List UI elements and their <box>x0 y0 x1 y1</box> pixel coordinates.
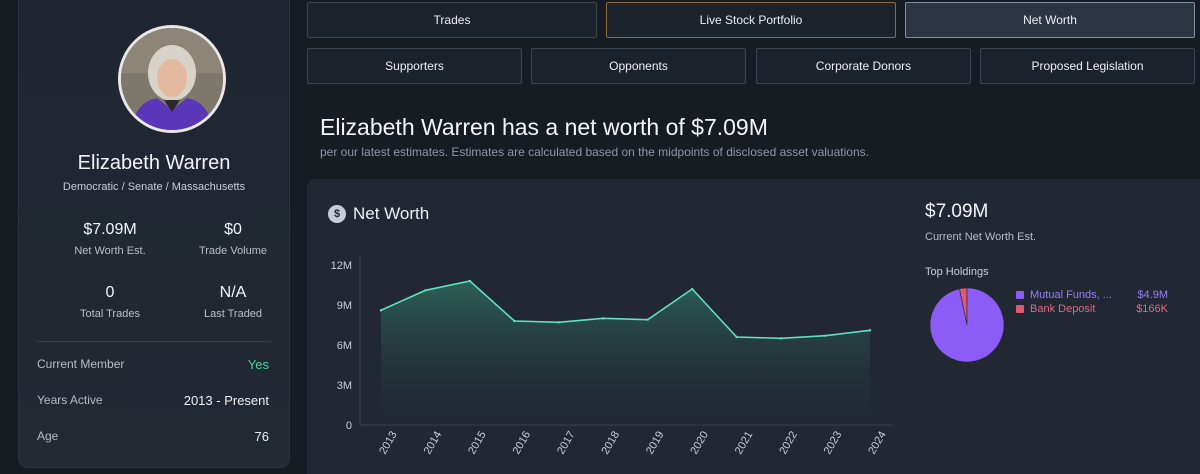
stat-net-worth: $7.09M Net Worth Est. <box>50 221 170 257</box>
tab-proposed-legislation[interactable]: Proposed Legislation <box>980 48 1195 84</box>
stat-value: $7.09M <box>83 221 137 238</box>
tab-trades[interactable]: Trades <box>307 2 597 38</box>
top-holdings-label: Top Holdings <box>925 266 989 278</box>
legend-swatch <box>1016 305 1024 313</box>
legend-item[interactable]: Bank Deposit $166K <box>1016 303 1168 315</box>
holdings-pie-chart <box>929 287 1005 363</box>
tab-live-stock-portfolio[interactable]: Live Stock Portfolio <box>606 2 896 38</box>
politician-name: Elizabeth Warren <box>77 152 231 174</box>
detail-key: Current Member <box>37 357 125 371</box>
pie-slice[interactable] <box>929 287 1005 363</box>
legend-swatch <box>1016 291 1024 299</box>
net-worth-card <box>307 179 1200 474</box>
legend-name: Bank Deposit <box>1030 303 1096 315</box>
page-title: Elizabeth Warren has a net worth of $7.0… <box>320 114 768 140</box>
tab-supporters[interactable]: Supporters <box>307 48 522 84</box>
stat-last-traded: N/A Last Traded <box>173 284 293 320</box>
detail-key: Years Active <box>37 393 103 407</box>
detail-key: Age <box>37 429 59 443</box>
tab-corporate-donors[interactable]: Corporate Donors <box>756 48 971 84</box>
stat-value: N/A <box>219 284 247 301</box>
stat-label: Net Worth Est. <box>74 245 146 257</box>
detail-value: 76 <box>254 429 269 444</box>
avatar <box>118 25 226 133</box>
page-subtitle: per our latest estimates. Estimates are … <box>320 145 869 159</box>
tab-opponents[interactable]: Opponents <box>531 48 746 84</box>
legend-item[interactable]: Mutual Funds, ... $4.9M <box>1016 289 1168 301</box>
stat-value: 0 <box>105 284 115 301</box>
legend-name: Mutual Funds, ... <box>1030 289 1112 301</box>
stat-label: Total Trades <box>80 308 140 320</box>
portrait-image <box>121 28 223 130</box>
detail-value: 2013 - Present <box>183 393 269 408</box>
stat-value: $0 <box>224 221 242 238</box>
tab-net-worth[interactable]: Net Worth <box>905 2 1195 38</box>
detail-value: Yes <box>247 357 269 372</box>
money-bag-icon: $ <box>328 205 346 223</box>
card-title: $ Net Worth <box>328 204 429 224</box>
current-net-worth-label: Current Net Worth Est. <box>925 231 1037 243</box>
stat-label: Last Traded <box>203 308 263 320</box>
detail-age: Age 76 <box>37 429 269 444</box>
profile-card: Elizabeth Warren Democratic / Senate / M… <box>18 0 290 468</box>
current-net-worth-value: $7.09M <box>925 201 989 222</box>
card-title-label: Net Worth <box>353 204 430 223</box>
detail-years-active: Years Active 2013 - Present <box>37 393 269 408</box>
detail-current-member: Current Member Yes <box>37 357 269 372</box>
stat-trade-volume: $0 Trade Volume <box>173 221 293 257</box>
legend-amount: $166K <box>1136 303 1168 315</box>
stat-label: Trade Volume <box>198 245 268 257</box>
party-chamber-state: Democratic / Senate / Massachusetts <box>62 181 246 193</box>
divider <box>37 341 271 342</box>
legend-amount: $4.9M <box>1137 289 1168 301</box>
stat-total-trades: 0 Total Trades <box>50 284 170 320</box>
